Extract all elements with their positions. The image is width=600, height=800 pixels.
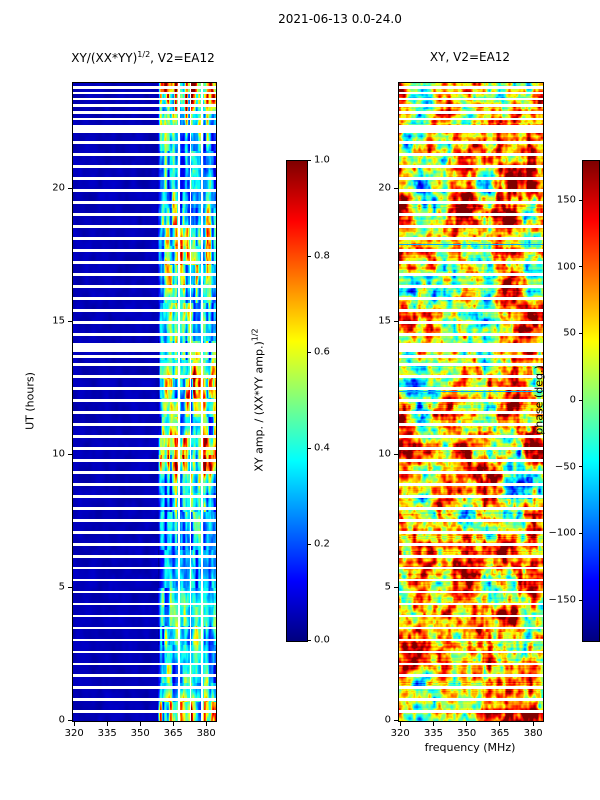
left-ylabel: UT (hours) [23, 372, 37, 430]
left-colorbar [286, 160, 308, 642]
y-tick-label: 0 [384, 714, 391, 726]
x-tick-mark [73, 722, 75, 726]
colorbar-tick-mark [579, 399, 582, 401]
y-tick-label: 5 [384, 581, 391, 593]
y-tick-mark [68, 719, 72, 721]
x-tick-mark [172, 722, 174, 726]
colorbar-tick-label: −100 [548, 527, 576, 539]
colorbar-tick-label: 0.4 [314, 442, 330, 454]
y-tick-label: 0 [58, 714, 65, 726]
left-plot-title-sup: 1/2 [137, 50, 151, 59]
left-plot-title-suffix: , V2=EA12 [150, 51, 215, 65]
colorbar-tick-label: 0.2 [314, 538, 330, 550]
right-colorbar-label: phase (deg.) [532, 365, 546, 435]
colorbar-tick-mark [579, 599, 582, 601]
left-colorbar-label: XY amp. / (XX*YY amp.)1/2 [251, 328, 266, 471]
y-tick-mark [394, 719, 398, 721]
x-tick-label: 320 [390, 728, 410, 739]
x-tick-label: 350 [457, 728, 477, 739]
y-tick-label: 10 [378, 448, 391, 460]
left-plot-title-text: XY/(XX*YY) [71, 51, 138, 65]
figure-title: 2021-06-13 0.0-24.0 [278, 12, 402, 26]
colorbar-tick-label: 150 [556, 194, 576, 206]
left-colorbar-label-text: XY amp. / (XX*YY amp.) [252, 341, 266, 472]
y-tick-mark [394, 453, 398, 455]
colorbar-tick-label: 100 [556, 261, 576, 273]
colorbar-tick-mark [579, 199, 582, 201]
y-tick-mark [68, 320, 72, 322]
colorbar-tick-mark [308, 159, 311, 161]
colorbar-tick-mark [579, 332, 582, 334]
colorbar-tick-label: 0 [569, 394, 576, 406]
x-tick-label: 350 [130, 728, 150, 739]
y-tick-mark [68, 453, 72, 455]
y-tick-mark [394, 586, 398, 588]
colorbar-tick-label: 0.0 [314, 634, 330, 646]
x-tick-label: 380 [523, 728, 543, 739]
y-tick-mark [394, 320, 398, 322]
y-tick-mark [68, 586, 72, 588]
colorbar-tick-mark [308, 255, 311, 257]
y-tick-label: 5 [58, 581, 65, 593]
x-tick-mark [466, 722, 468, 726]
colorbar-tick-label: 0.6 [314, 346, 330, 358]
y-tick-mark [68, 187, 72, 189]
colorbar-tick-mark [308, 351, 311, 353]
y-tick-mark [394, 187, 398, 189]
x-tick-label: 335 [423, 728, 443, 739]
left-heatmap [72, 82, 217, 722]
right-heatmap [398, 82, 544, 722]
colorbar-tick-mark [579, 466, 582, 468]
colorbar-tick-mark [579, 532, 582, 534]
x-tick-mark [499, 722, 501, 726]
colorbar-tick-mark [308, 543, 311, 545]
colorbar-tick-label: −150 [548, 594, 576, 606]
y-tick-label: 10 [52, 448, 65, 460]
colorbar-tick-label: −50 [554, 461, 576, 473]
x-tick-label: 365 [163, 728, 183, 739]
left-colorbar-label-sup: 1/2 [250, 328, 260, 342]
x-tick-mark [106, 722, 108, 726]
x-tick-label: 380 [196, 728, 216, 739]
colorbar-tick-mark [308, 639, 311, 641]
y-tick-label: 15 [378, 315, 391, 327]
colorbar-tick-mark [308, 447, 311, 449]
right-plot-title: XY, V2=EA12 [429, 50, 511, 64]
right-xlabel: frequency (MHz) [424, 741, 516, 754]
colorbar-tick-label: 50 [563, 327, 576, 339]
y-tick-label: 20 [52, 182, 65, 194]
x-tick-label: 320 [64, 728, 84, 739]
x-tick-mark [139, 722, 141, 726]
x-tick-mark [432, 722, 434, 726]
x-tick-label: 365 [490, 728, 510, 739]
y-tick-label: 20 [378, 182, 391, 194]
colorbar-tick-mark [579, 266, 582, 268]
x-tick-mark [532, 722, 534, 726]
x-tick-mark [205, 722, 207, 726]
left-plot-title: XY/(XX*YY)1/2, V2=EA12 [71, 50, 215, 65]
x-tick-mark [399, 722, 401, 726]
colorbar-tick-label: 0.8 [314, 250, 330, 262]
x-tick-label: 335 [97, 728, 117, 739]
right-colorbar [582, 160, 600, 642]
y-tick-label: 15 [52, 315, 65, 327]
colorbar-tick-label: 1.0 [314, 154, 330, 166]
